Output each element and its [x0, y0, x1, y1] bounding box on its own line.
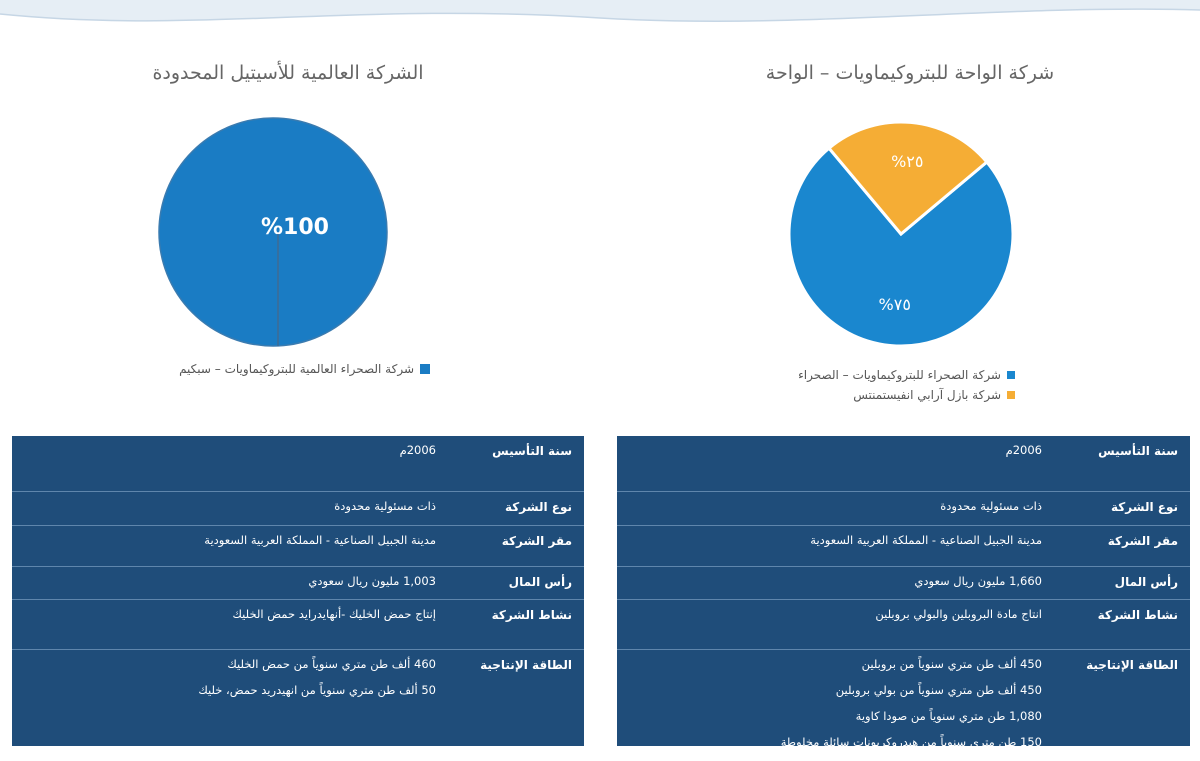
pie-slice — [826, 120, 989, 237]
chart-title-right: شركة الواحة للبتروكيماويات – الواحة — [765, 62, 1055, 84]
row-label: نشاط الشركة — [491, 608, 572, 622]
value-line: مدينة الجبيل الصناعية - المملكة العربية … — [810, 533, 1042, 547]
value-line: 1,003 مليون ريال سعودي — [308, 574, 436, 588]
table-row: سنة التأسيس 2006م — [12, 436, 584, 491]
row-label: سنة التأسيس — [492, 444, 572, 458]
row-value: انتاج مادة البروبلين والبولي بروبلين — [875, 607, 1042, 633]
table-row: نوع الشركة ذات مسئولية محدودة — [617, 491, 1190, 526]
value-line: إنتاج حمض الخليك -أنهايدرايد حمض الخليك — [232, 607, 436, 621]
value-line: 450 ألف طن متري سنوياً من بولي بروبلين — [835, 683, 1042, 697]
table-row: رأس المال 1,660 مليون ريال سعودي — [617, 566, 1190, 600]
table-row: سنة التأسيس 2006م — [617, 436, 1190, 491]
table-row: مقر الشركة مدينة الجبيل الصناعية - الممل… — [12, 525, 584, 567]
row-label: مقر الشركة — [1107, 534, 1178, 548]
table-row: الطاقة الإنتاجية 460 ألف طن متري سنوياً … — [12, 649, 584, 747]
legend-label: شركة الصحراء للبتروكيماويات – الصحراء — [798, 368, 1001, 382]
value-line: 450 ألف طن متري سنوياً من بروبلين — [861, 657, 1042, 671]
row-value: إنتاج حمض الخليك -أنهايدرايد حمض الخليك — [232, 607, 436, 633]
row-label: نشاط الشركة — [1097, 608, 1178, 622]
row-label: الطاقة الإنتاجية — [1086, 658, 1178, 672]
row-label: رأس المال — [1114, 575, 1178, 589]
table-row: نشاط الشركة إنتاج حمض الخليك -أنهايدرايد… — [12, 599, 584, 650]
row-label: مقر الشركة — [501, 534, 572, 548]
table-row: نشاط الشركة انتاج مادة البروبلين والبولي… — [617, 599, 1190, 650]
row-label: نوع الشركة — [1111, 500, 1178, 514]
slice-label: %100 — [261, 215, 329, 240]
row-label: سنة التأسيس — [1098, 444, 1178, 458]
row-value: 2006م — [400, 443, 436, 469]
table-row: مقر الشركة مدينة الجبيل الصناعية - الممل… — [617, 525, 1190, 567]
value-line: 2006م — [399, 443, 436, 457]
row-value: 1,003 مليون ريال سعودي — [308, 574, 436, 600]
legend-item: شركة الصحراء للبتروكيماويات – الصحراء — [795, 368, 1015, 382]
legend-swatch — [420, 364, 430, 374]
pie-chart-left: %100 — [158, 117, 388, 347]
row-label: رأس المال — [508, 575, 572, 589]
row-value: 450 ألف طن متري سنوياً من بروبلين 450 أل… — [781, 657, 1042, 761]
table-row: رأس المال 1,003 مليون ريال سعودي — [12, 566, 584, 600]
value-line: 50 ألف طن متري سنوياً من انهيدريد حمض، خ… — [198, 683, 436, 697]
value-line: 1,080 طن متري سنوياً من صودا كاوية — [855, 709, 1042, 723]
legend-left: شركة الصحراء العالمية للبتروكيماويات – س… — [170, 362, 430, 382]
legend-label: شركة بازل آرابي انفيستمنتس — [853, 388, 1001, 402]
legend-swatch — [1007, 391, 1015, 399]
value-line: 1,660 مليون ريال سعودي — [914, 574, 1042, 588]
row-value: ذات مسئولية محدودة — [334, 499, 436, 525]
value-line: ذات مسئولية محدودة — [334, 499, 436, 513]
pie-slice — [158, 117, 388, 347]
row-label: الطاقة الإنتاجية — [480, 658, 572, 672]
legend-item: شركة بازل آرابي انفيستمنتس — [795, 388, 1015, 402]
value-line: 460 ألف طن متري سنوياً من حمض الخليك — [227, 657, 436, 671]
value-line: انتاج مادة البروبلين والبولي بروبلين — [875, 607, 1042, 621]
pie-slice — [787, 146, 1015, 348]
legend-item: شركة الصحراء العالمية للبتروكيماويات – س… — [170, 362, 430, 376]
row-value: ذات مسئولية محدودة — [940, 499, 1042, 525]
value-line: 2006م — [1005, 443, 1042, 457]
legend-swatch — [1007, 371, 1015, 379]
row-value: مدينة الجبيل الصناعية - المملكة العربية … — [204, 533, 436, 559]
legend-label: شركة الصحراء العالمية للبتروكيماويات – س… — [179, 362, 414, 376]
value-line: 150 طن متري سنوياً من هيدروكربونات سائلة… — [780, 735, 1042, 749]
header-wave — [0, 0, 1200, 22]
value-line: مدينة الجبيل الصناعية - المملكة العربية … — [204, 533, 436, 547]
table-row: نوع الشركة ذات مسئولية محدودة — [12, 491, 584, 526]
pie-chart-right: %٧٥ %٢٥ — [787, 120, 1015, 348]
row-value: 2006م — [1006, 443, 1042, 469]
table-row: الطاقة الإنتاجية 450 ألف طن متري سنوياً … — [617, 649, 1190, 749]
legend-right: شركة الصحراء للبتروكيماويات – الصحراء شر… — [795, 368, 1015, 408]
row-value: 460 ألف طن متري سنوياً من حمض الخليك 50 … — [198, 657, 436, 709]
info-table-left: سنة التأسيس 2006م نوع الشركة ذات مسئولية… — [12, 436, 584, 746]
info-table-right: سنة التأسيس 2006م نوع الشركة ذات مسئولية… — [617, 436, 1190, 749]
value-line: ذات مسئولية محدودة — [940, 499, 1042, 513]
row-label: نوع الشركة — [505, 500, 572, 514]
chart-title-left: الشركة العالمية للأسيتيل المحدودة — [152, 62, 424, 84]
row-value: مدينة الجبيل الصناعية - المملكة العربية … — [810, 533, 1042, 559]
row-value: 1,660 مليون ريال سعودي — [914, 574, 1042, 600]
slice-label: %٢٥ — [891, 152, 923, 171]
slice-label: %٧٥ — [879, 295, 911, 314]
